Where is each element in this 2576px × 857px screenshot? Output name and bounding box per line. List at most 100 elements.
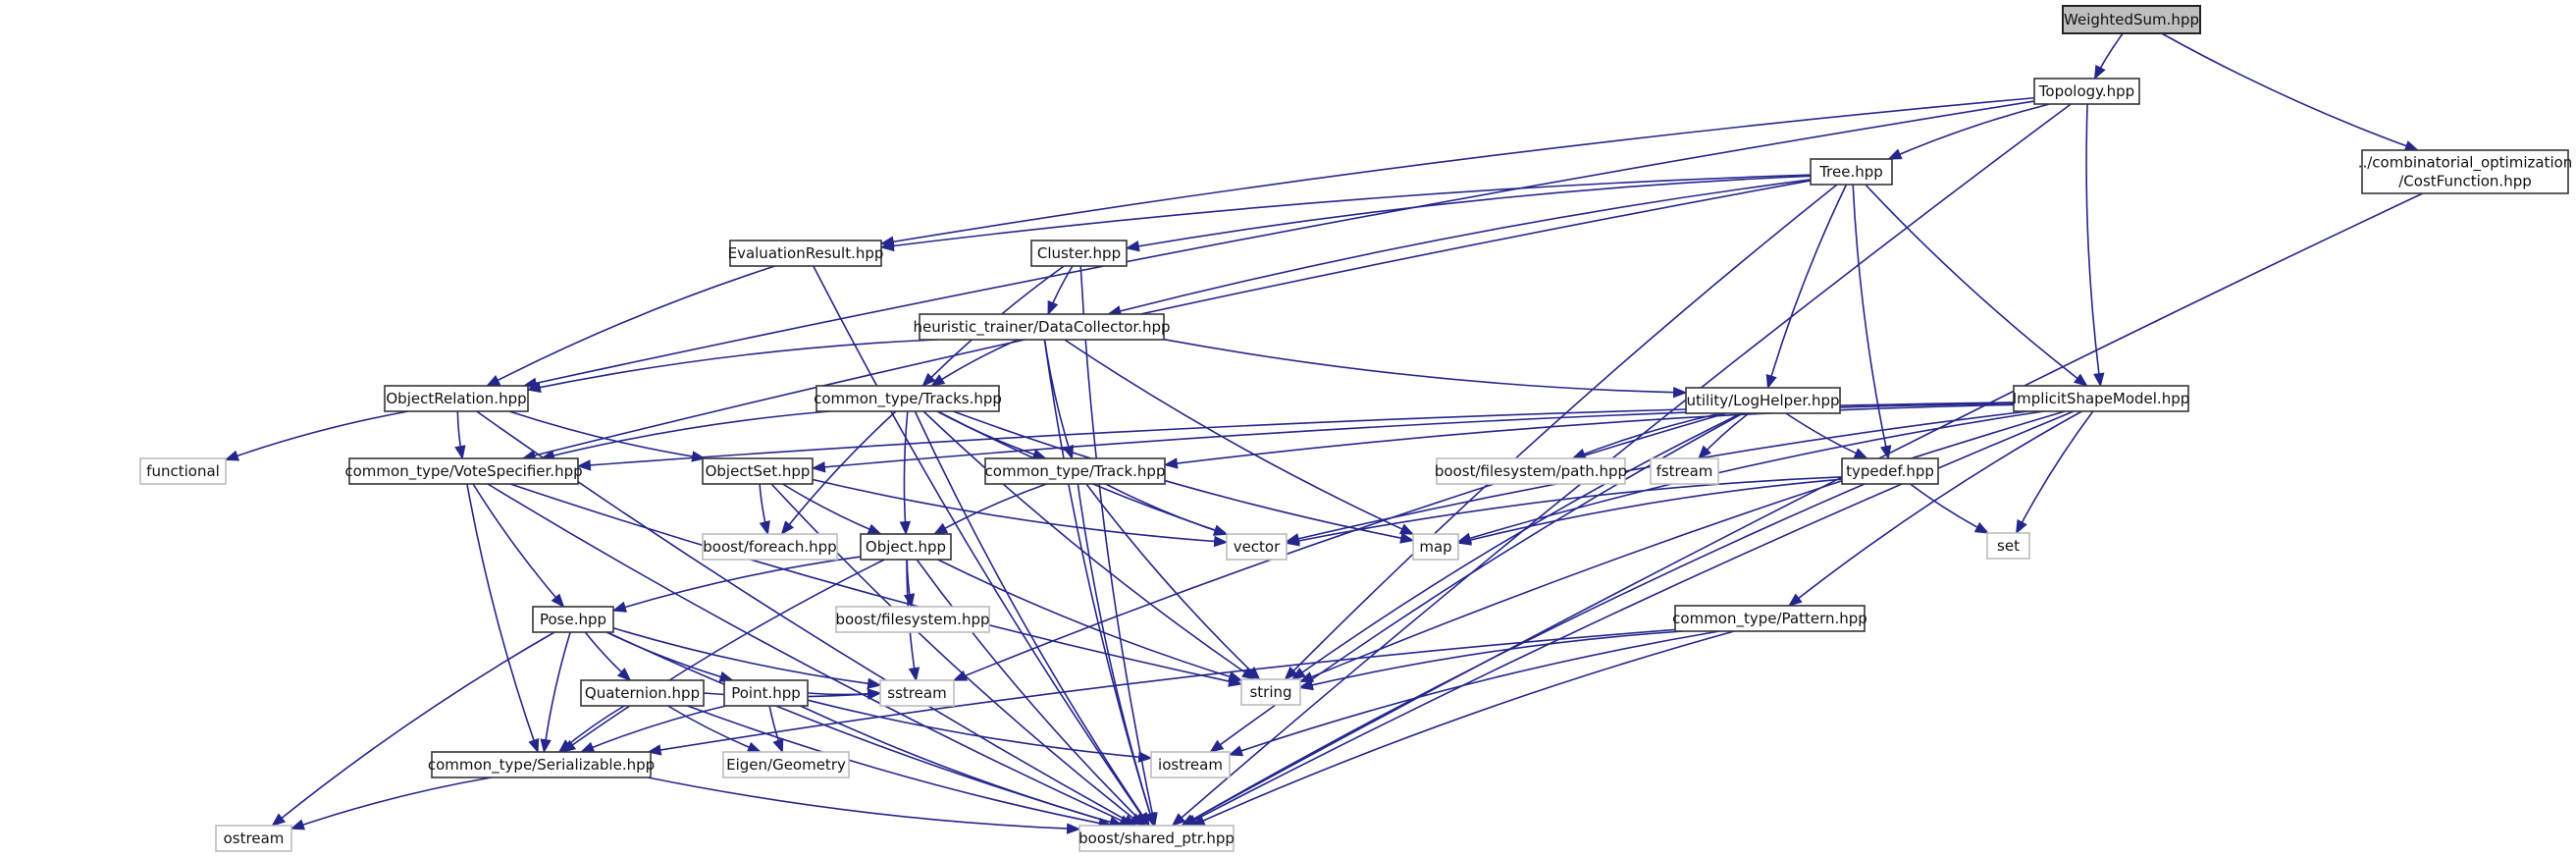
node-box-weightedsum[interactable] — [2062, 5, 2201, 34]
node-label-boostforeach: boost/foreach.hpp — [703, 538, 836, 556]
node-label-eigengeometry: Eigen/Geometry — [726, 756, 846, 774]
node-weightedsum[interactable]: WeightedSum.hpp — [2062, 5, 2201, 34]
node-ism[interactable]: ImplicitShapeModel.hpp — [2013, 385, 2190, 412]
node-costfunction[interactable]: ../combinatorial_optimization/CostFuncti… — [2358, 149, 2573, 194]
edge-ism-pattern — [1787, 410, 2082, 607]
node-box-typedef[interactable] — [1841, 457, 1939, 485]
edge-loghelper-fstream — [1697, 412, 1750, 460]
edge-quaternion-eigengeometry — [667, 705, 762, 753]
node-box-string — [1240, 678, 1301, 706]
node-topology[interactable]: Topology.hpp — [2033, 78, 2140, 105]
edge-tree-evaluationresult — [879, 174, 1812, 252]
edge-cluster-sharedptr — [1079, 265, 1158, 828]
node-object[interactable]: Object.hpp — [860, 533, 952, 561]
edge-ism-map — [1456, 410, 2044, 544]
node-label-loghelper: utility/LogHelper.hpp — [1686, 392, 1839, 409]
node-box-object[interactable] — [860, 533, 952, 561]
node-box-fstream — [1650, 457, 1719, 485]
node-box-pattern[interactable] — [1674, 605, 1866, 632]
node-box-votespecifier[interactable] — [348, 457, 579, 485]
edge-pattern-serializable — [647, 628, 1676, 756]
edge-objectrelation-functional — [224, 410, 409, 461]
edge-datacollector-map — [1064, 339, 1415, 535]
node-box-topology[interactable] — [2033, 78, 2140, 105]
edge-pose-serializable — [540, 631, 571, 754]
edge-votespecifier-string — [509, 483, 1243, 687]
node-pattern[interactable]: common_type/Pattern.hpp — [1672, 605, 1867, 632]
node-box-sstream — [879, 679, 955, 707]
edge-topology-sharedptr — [1171, 103, 2072, 827]
nodes-layer: WeightedSum.hpp Topology.hpp Tree.hpp ../co… — [139, 5, 2573, 852]
node-iostream: iostream — [1150, 751, 1231, 778]
node-box-pose[interactable] — [532, 606, 614, 633]
edge-topology-evaluationresult — [879, 96, 2035, 247]
node-typedef[interactable]: typedef.hpp — [1841, 457, 1939, 485]
node-box-map — [1412, 533, 1459, 561]
node-pose[interactable]: Pose.hpp — [532, 606, 614, 633]
node-sstream: sstream — [879, 679, 955, 707]
node-box-point[interactable] — [723, 679, 809, 707]
node-box-tracks[interactable] — [815, 385, 1000, 412]
edge-pattern-string — [1298, 630, 1684, 691]
node-box-tree[interactable] — [1810, 158, 1893, 186]
edge-objectrelation-votespecifier — [454, 410, 466, 460]
node-label-ostream: ostream — [224, 830, 285, 847]
node-cluster[interactable]: Cluster.hpp — [1030, 240, 1128, 267]
edge-topology-objectrelation — [522, 100, 2035, 389]
node-box-loghelper[interactable] — [1685, 387, 1841, 414]
node-loghelper[interactable]: utility/LogHelper.hpp — [1685, 387, 1841, 414]
edge-tree-typedef — [1852, 184, 1892, 460]
edge-typedef-map — [1456, 478, 1843, 546]
node-box-functional — [139, 457, 227, 485]
node-box-objectrelation[interactable] — [384, 385, 529, 412]
node-objectset[interactable]: ObjectSet.hpp — [702, 457, 814, 485]
edge-track-vector — [1105, 483, 1229, 536]
node-label-costfunction: ../combinatorial_optimization/CostFuncti… — [2358, 154, 2573, 190]
edge-point-sharedptr — [800, 705, 1124, 829]
node-vector: vector — [1226, 533, 1288, 561]
edge-votespecifier-pose — [472, 483, 565, 609]
node-box-ism[interactable] — [2013, 385, 2189, 412]
node-box-boostfilesystem — [835, 606, 990, 633]
node-tracks[interactable]: common_type/Tracks.hpp — [814, 385, 1002, 412]
node-quaternion[interactable]: Quaternion.hpp — [580, 679, 705, 707]
node-label-boostfilesystem: boost/filesystem.hpp — [835, 611, 989, 628]
node-label-ism: ImplicitShapeModel.hpp — [2013, 390, 2190, 407]
node-box-objectset[interactable] — [702, 457, 814, 485]
node-box-serializable[interactable] — [431, 751, 652, 778]
edge-datacollector-objectrelation — [526, 339, 938, 394]
edge-evaluationresult-sharedptr — [813, 265, 1150, 828]
node-box-quaternion[interactable] — [580, 679, 705, 707]
node-tree[interactable]: Tree.hpp — [1810, 158, 1893, 186]
edge-quaternion-sharedptr — [687, 705, 1113, 830]
edge-point-iostream — [807, 699, 1153, 763]
node-box-cluster[interactable] — [1030, 240, 1128, 267]
edge-objectset-vector — [812, 478, 1229, 548]
node-box-eigengeometry — [722, 751, 850, 778]
node-label-point: Point.hpp — [731, 684, 801, 702]
edge-objectset-boostforeach — [759, 483, 770, 536]
node-label-objectrelation: ObjectRelation.hpp — [386, 390, 526, 407]
node-track[interactable]: common_type/Track.hpp — [984, 457, 1166, 485]
node-votespecifier[interactable]: common_type/VoteSpecifier.hpp — [344, 457, 583, 485]
node-label-typedef: typedef.hpp — [1846, 462, 1934, 480]
node-map: map — [1412, 533, 1459, 561]
node-sharedptr: boost/shared_ptr.hpp — [1078, 825, 1235, 852]
node-box-set — [1986, 532, 2030, 560]
edge-object-pose — [611, 556, 862, 613]
node-label-fstream: fstream — [1656, 462, 1713, 480]
node-box-costfunction[interactable] — [2361, 149, 2569, 194]
edge-tracks-string — [922, 410, 1257, 680]
node-datacollector[interactable]: heuristic_trainer/DataCollector.hpp — [914, 313, 1171, 341]
node-objectrelation[interactable]: ObjectRelation.hpp — [384, 385, 529, 412]
node-evaluationresult[interactable]: EvaluationResult.hpp — [728, 240, 884, 267]
node-label-tracks: common_type/Tracks.hpp — [814, 390, 1002, 408]
node-box-datacollector[interactable] — [919, 313, 1165, 341]
node-label-sstream: sstream — [887, 684, 946, 702]
node-box-track[interactable] — [984, 457, 1166, 485]
node-box-vector — [1226, 533, 1288, 561]
node-box-evaluationresult[interactable] — [729, 240, 882, 267]
node-serializable[interactable]: common_type/Serializable.hpp — [428, 751, 655, 778]
node-point[interactable]: Point.hpp — [723, 679, 809, 707]
edge-pose-point — [605, 631, 734, 682]
